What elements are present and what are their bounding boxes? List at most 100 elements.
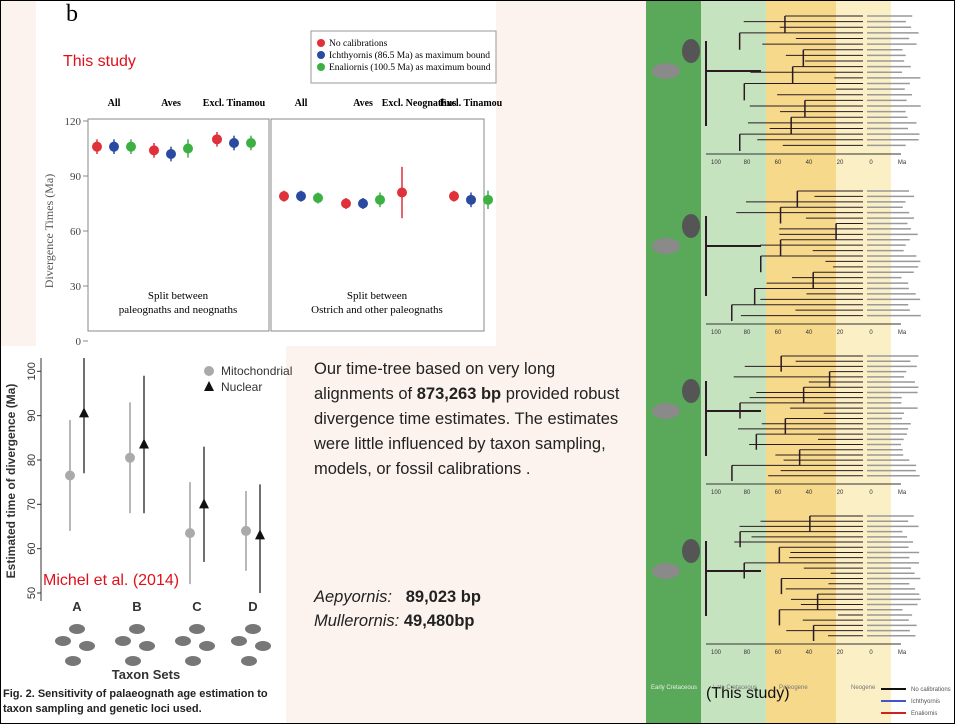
category-label: C bbox=[192, 599, 202, 614]
chart-title: b bbox=[66, 1, 78, 27]
point bbox=[483, 195, 493, 205]
annotation: This study bbox=[63, 53, 136, 70]
y-tick-label: 30 bbox=[70, 281, 82, 293]
legend-label: No calibrations bbox=[911, 687, 951, 693]
y-tick-label: 90 bbox=[26, 410, 38, 422]
axis-label: 80 bbox=[744, 160, 751, 166]
axis-label: 40 bbox=[806, 490, 813, 496]
point bbox=[229, 138, 239, 148]
point bbox=[183, 144, 193, 154]
bird-icon bbox=[652, 63, 680, 79]
axis-label: Ma bbox=[898, 650, 907, 656]
bird-icon bbox=[129, 624, 145, 634]
point bbox=[126, 142, 136, 152]
bird-icon bbox=[682, 39, 700, 63]
x-axis-label: Taxon Sets bbox=[112, 667, 180, 682]
bird-icon bbox=[55, 636, 71, 646]
bird-icon bbox=[185, 656, 201, 666]
point bbox=[65, 471, 75, 481]
period-label: Late Cretaceous bbox=[713, 685, 757, 691]
y-tick-label: 0 bbox=[76, 336, 82, 348]
bird-icon bbox=[682, 214, 700, 238]
legend-label: Enaliornis bbox=[911, 711, 937, 717]
annotation: Michel et al. (2014) bbox=[43, 572, 179, 589]
axis-label: Ma bbox=[898, 160, 907, 166]
axis-label: 100 bbox=[711, 330, 722, 336]
legend-label: Nuclear bbox=[221, 380, 262, 394]
axis-label: 40 bbox=[806, 650, 813, 656]
y-axis-label: Estimated time of divergence (Ma) bbox=[4, 384, 18, 579]
band bbox=[766, 1, 836, 723]
value: 49,480bp bbox=[404, 612, 475, 630]
axis-label: 20 bbox=[837, 490, 844, 496]
axis-label: 20 bbox=[837, 650, 844, 656]
bird-icon bbox=[231, 636, 247, 646]
genome: Aepyornis: 89,023 bp bbox=[314, 585, 481, 609]
period-label: Early Cretaceous bbox=[651, 685, 697, 691]
point bbox=[109, 142, 119, 152]
bird-icon bbox=[255, 641, 271, 651]
legend-label: Ichthyornis (86.5 Ma) as maximum bound bbox=[329, 50, 490, 61]
bird-icon bbox=[65, 656, 81, 666]
y-tick-label: 60 bbox=[70, 226, 82, 238]
axis-label: 100 bbox=[711, 490, 722, 496]
point bbox=[341, 199, 351, 209]
text: 873,263 bp bbox=[417, 385, 501, 403]
legend-label: Ichthyornis bbox=[911, 699, 940, 705]
y-tick-label: 70 bbox=[26, 498, 38, 510]
point bbox=[125, 453, 135, 463]
panel-label: Ostrich and other paleognaths bbox=[311, 304, 443, 316]
category-label: Excl. Tinamou bbox=[203, 98, 266, 109]
label: Aepyornis: bbox=[314, 588, 392, 606]
genome-list: Aepyornis: 89,023 bp Mullerornis: 49,480… bbox=[314, 585, 481, 633]
bird-icon bbox=[139, 641, 155, 651]
point bbox=[279, 191, 289, 201]
point bbox=[246, 138, 256, 148]
value: 89,023 bp bbox=[406, 588, 481, 606]
bird-icon bbox=[241, 656, 257, 666]
y-tick-label: 50 bbox=[26, 587, 38, 599]
band bbox=[701, 1, 766, 723]
period-label: Neogene bbox=[851, 685, 876, 691]
axis-label: Ma bbox=[898, 330, 907, 336]
axis-label: 100 bbox=[711, 650, 722, 656]
axis-label: 60 bbox=[775, 650, 782, 656]
legend-label: Mitochondrial bbox=[221, 364, 292, 378]
y-tick-label: 100 bbox=[26, 362, 38, 380]
axis-label: 60 bbox=[775, 160, 782, 166]
point bbox=[313, 193, 323, 203]
point bbox=[212, 134, 222, 144]
bird-icon bbox=[189, 624, 205, 634]
axis-label: 40 bbox=[806, 330, 813, 336]
bird-icon bbox=[245, 624, 261, 634]
point bbox=[397, 188, 407, 198]
bird-icon bbox=[69, 624, 85, 634]
axis-label: 40 bbox=[806, 160, 813, 166]
legend-marker bbox=[317, 39, 325, 47]
label: Mullerornis: bbox=[314, 612, 399, 630]
category-label: All bbox=[108, 98, 121, 109]
legend-label: No calibrations bbox=[329, 39, 388, 49]
bird-icon bbox=[652, 238, 680, 254]
point bbox=[358, 199, 368, 209]
point bbox=[296, 191, 306, 201]
bird-icon bbox=[682, 379, 700, 403]
y-tick-label: 80 bbox=[26, 454, 38, 466]
point bbox=[166, 149, 176, 159]
bird-icon bbox=[652, 563, 680, 579]
band bbox=[646, 1, 701, 723]
bird-icon bbox=[175, 636, 191, 646]
point bbox=[449, 191, 459, 201]
axis-label: 60 bbox=[775, 330, 782, 336]
category-label: Excl. Tinamou bbox=[440, 98, 503, 109]
panel-label: paleognaths and neognaths bbox=[119, 304, 238, 316]
axis-label: 80 bbox=[744, 650, 751, 656]
axis-label: 20 bbox=[837, 160, 844, 166]
period-label: Paleogene bbox=[779, 685, 808, 691]
point bbox=[375, 195, 385, 205]
y-tick-label: 120 bbox=[65, 116, 82, 128]
point bbox=[466, 195, 476, 205]
bird-icon bbox=[199, 641, 215, 651]
category-label: D bbox=[248, 599, 257, 614]
category-label: B bbox=[132, 599, 141, 614]
